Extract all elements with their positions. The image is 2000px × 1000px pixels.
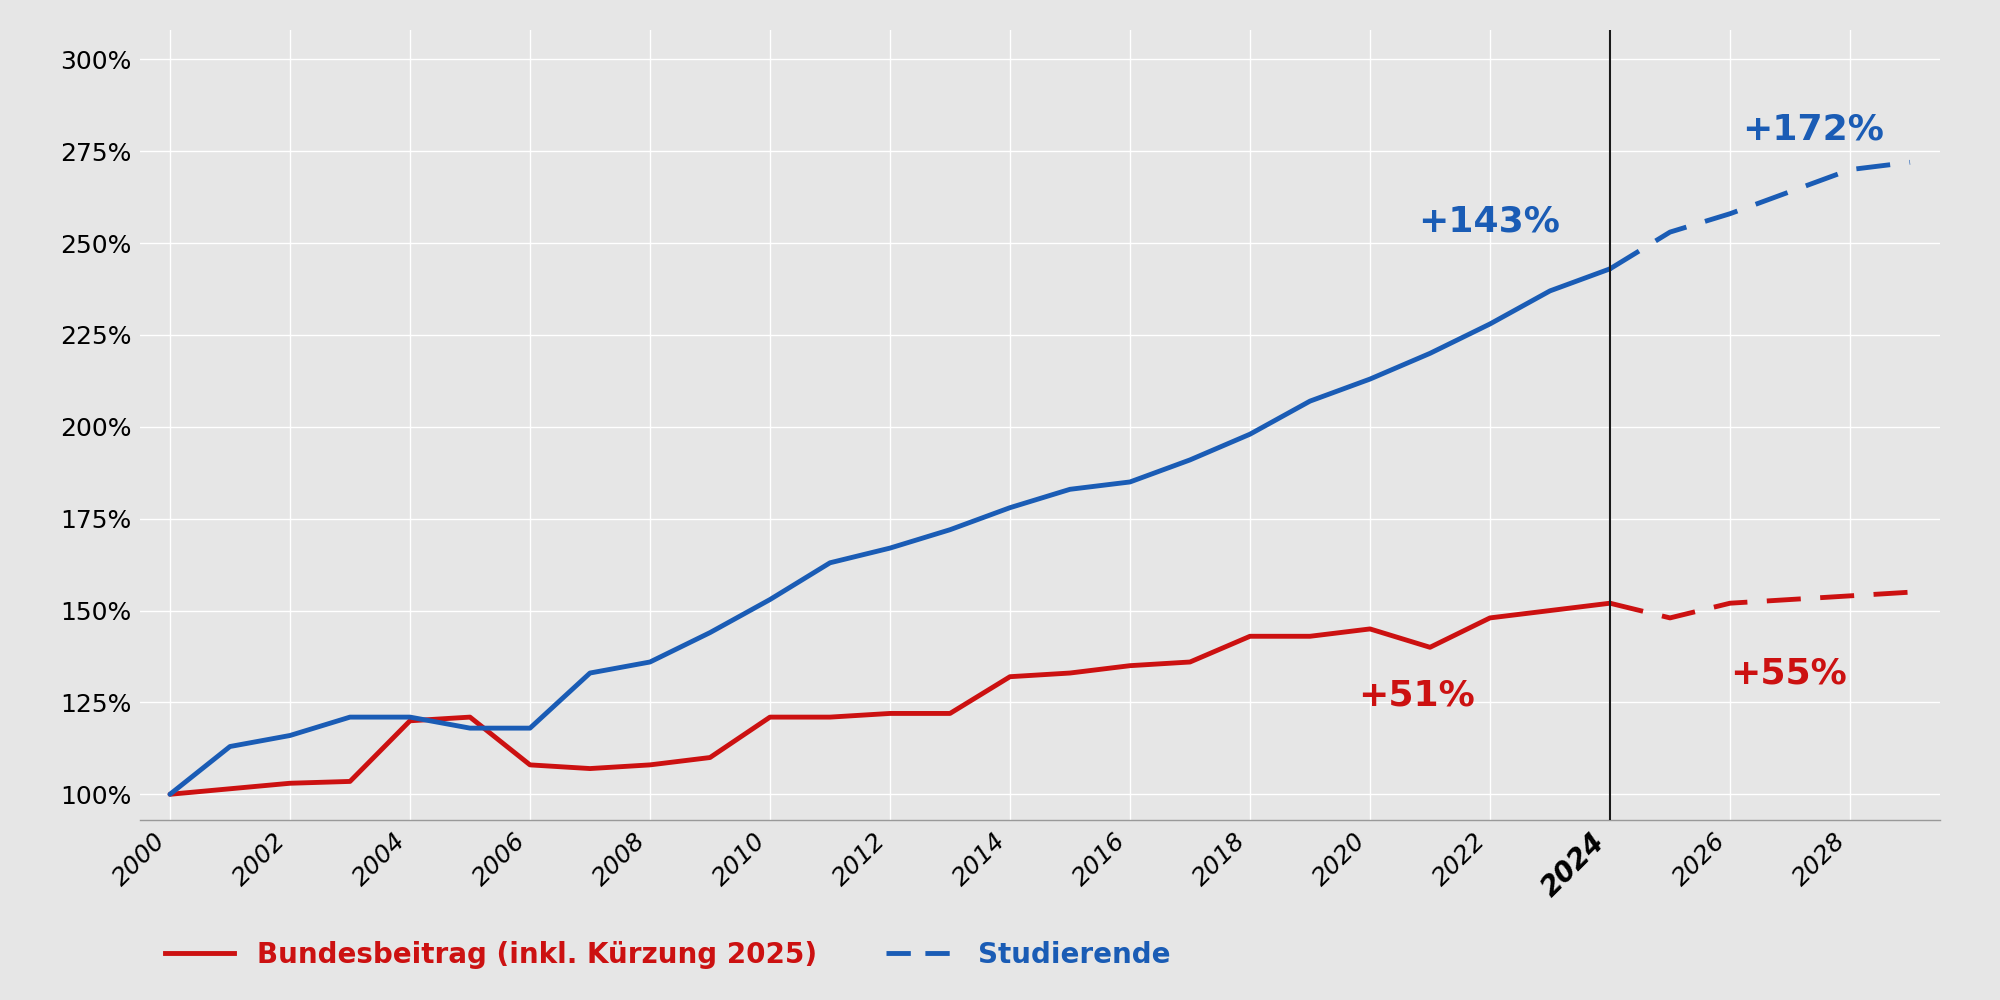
Text: +51%: +51%	[1358, 678, 1474, 712]
Legend: Bundesbeitrag (inkl. Kürzung 2025), Studierende: Bundesbeitrag (inkl. Kürzung 2025), Stud…	[154, 930, 1182, 980]
Text: +143%: +143%	[1418, 204, 1560, 238]
Text: +172%: +172%	[1742, 112, 1884, 146]
Text: +55%: +55%	[1730, 656, 1846, 690]
